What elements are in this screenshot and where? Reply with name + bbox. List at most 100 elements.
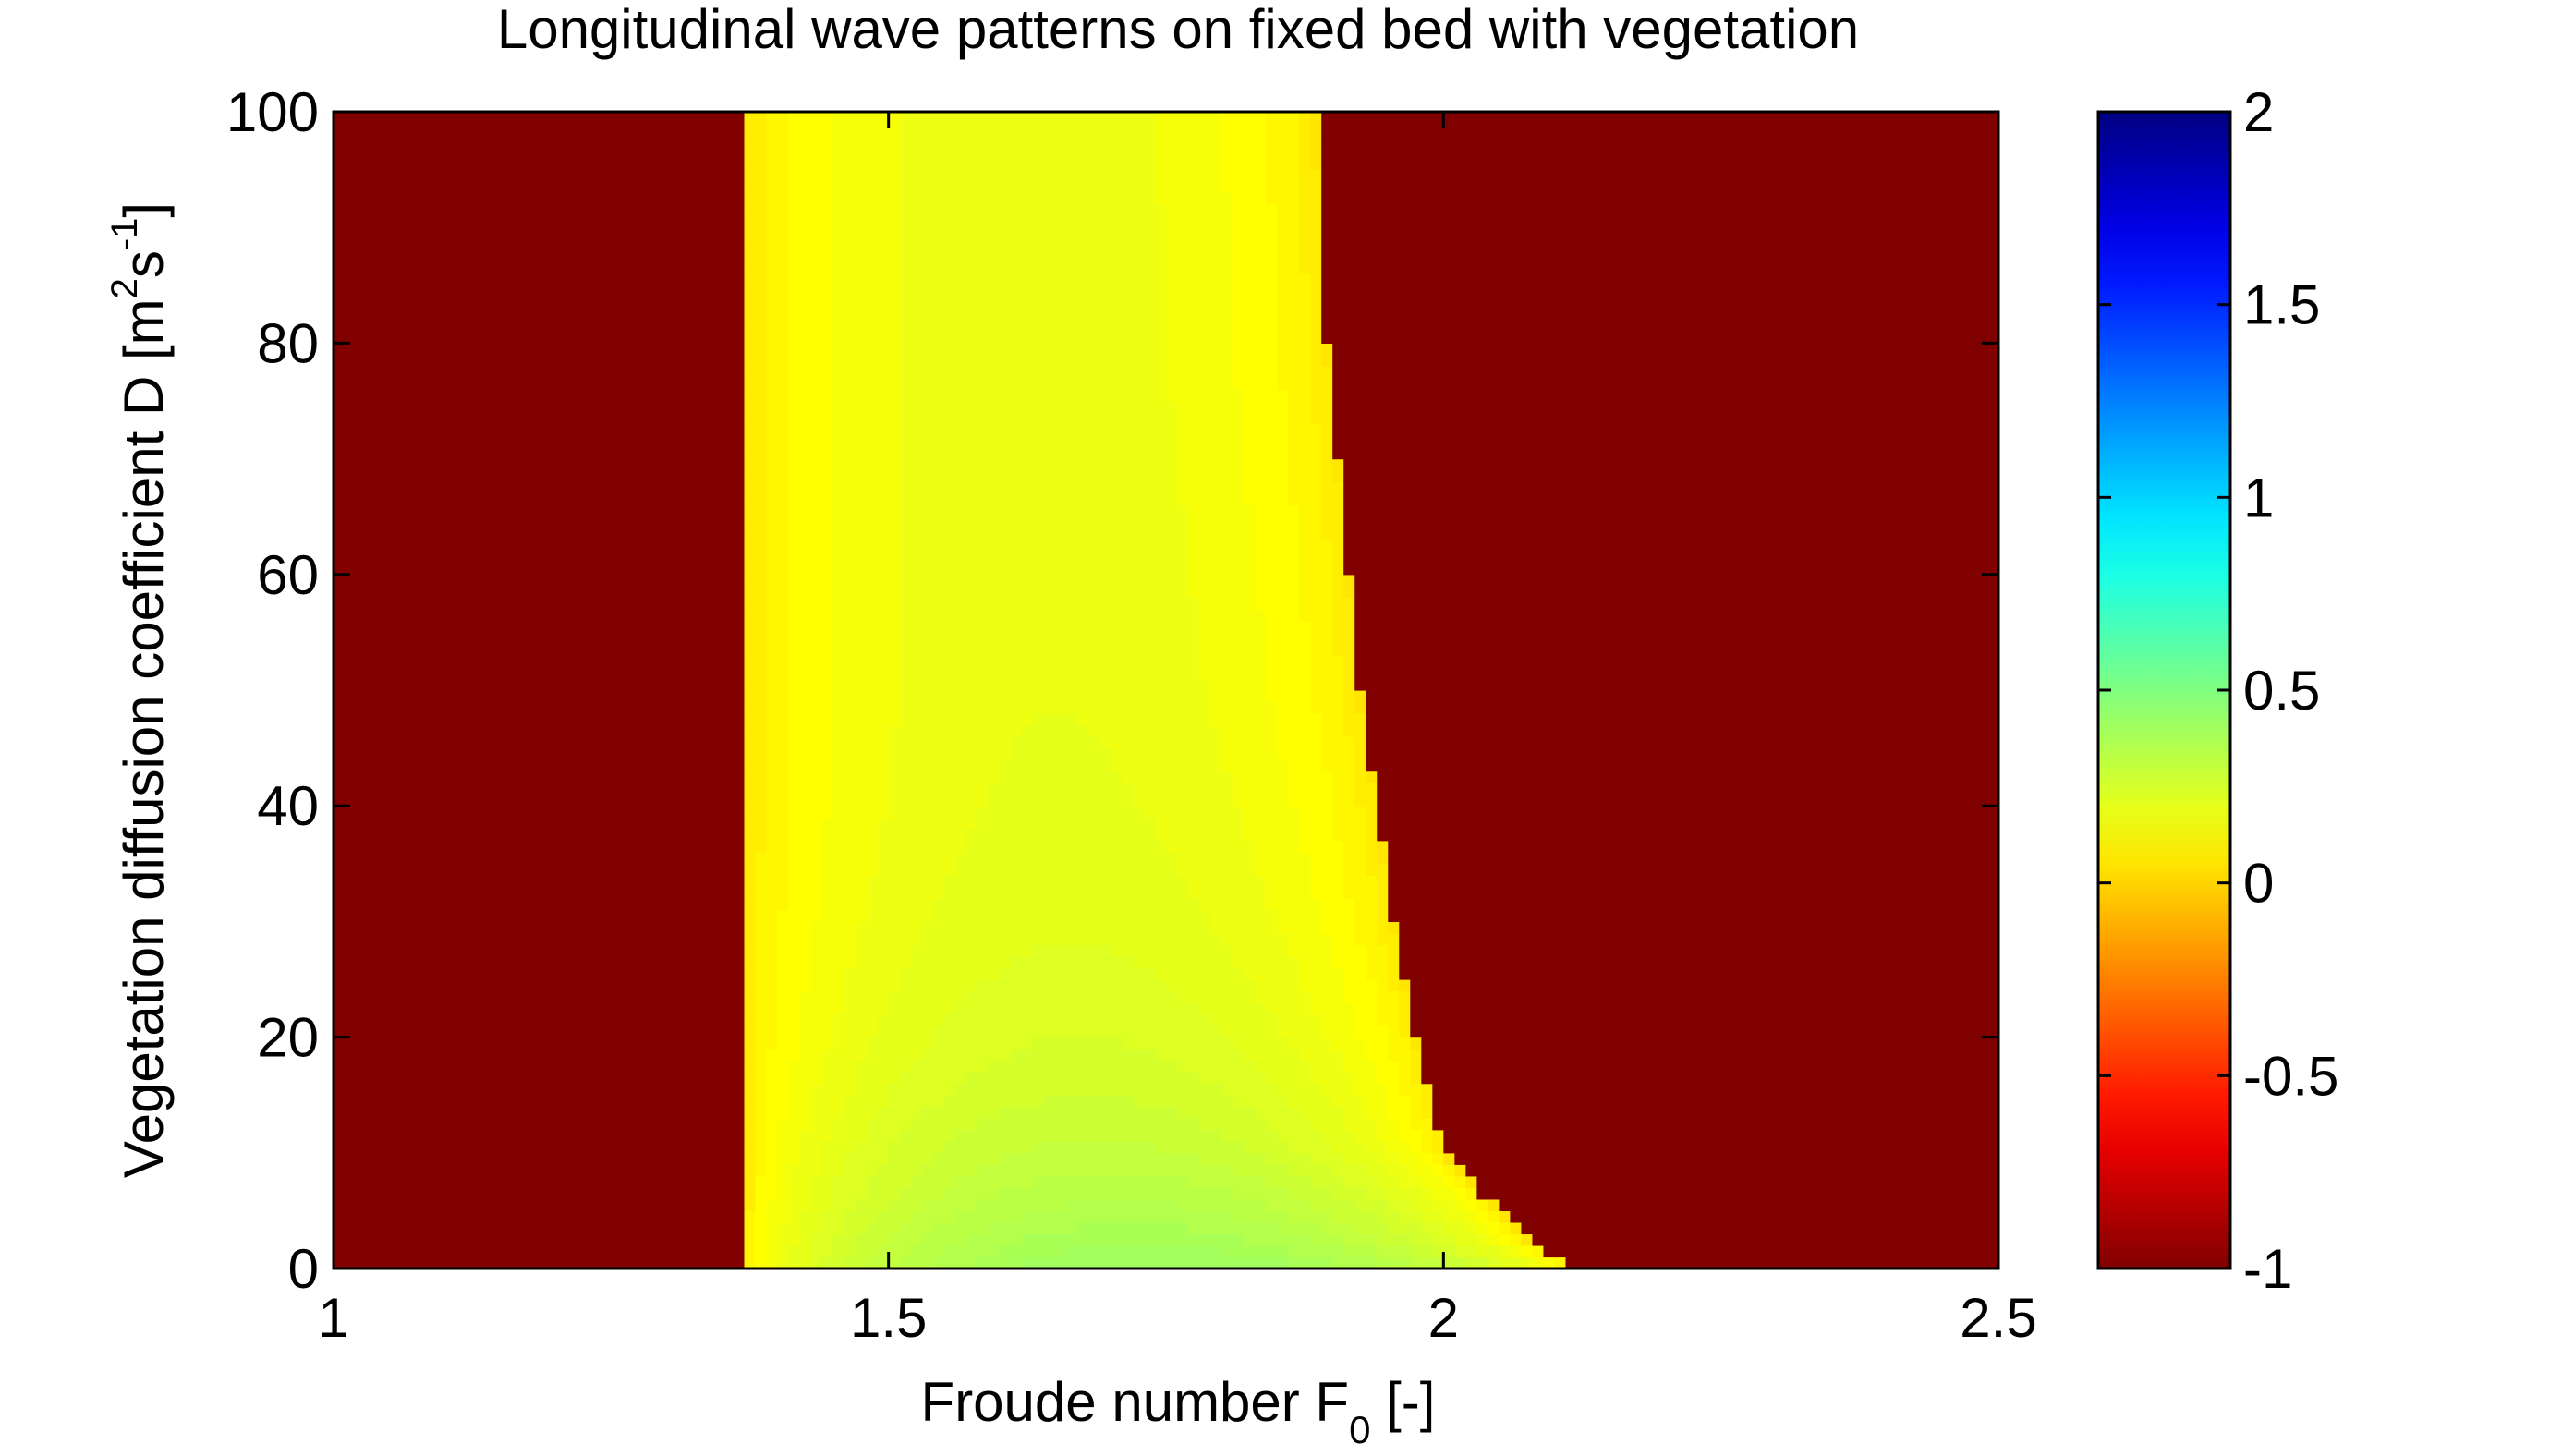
heatmap-cell bbox=[1321, 759, 1355, 772]
heatmap-cell bbox=[1354, 921, 1378, 934]
heatmap-cell bbox=[334, 1013, 746, 1026]
heatmap-cell bbox=[334, 852, 746, 865]
heatmap-cell bbox=[1465, 1221, 1477, 1235]
heatmap-cell bbox=[1388, 1164, 1411, 1177]
heatmap-cell bbox=[1277, 736, 1322, 749]
heatmap-cell bbox=[755, 932, 779, 946]
heatmap-cell bbox=[1288, 401, 1311, 414]
heatmap-cell bbox=[766, 366, 790, 379]
heatmap-cell bbox=[755, 1049, 768, 1062]
heatmap-cell bbox=[334, 1072, 746, 1085]
heatmap-cell bbox=[1343, 493, 1999, 506]
heatmap-cell bbox=[1277, 1025, 1322, 1038]
heatmap-cell bbox=[766, 1221, 779, 1235]
heatmap-cell bbox=[1443, 1210, 1466, 1223]
heatmap-cell bbox=[766, 829, 790, 842]
heatmap-cell bbox=[744, 412, 768, 425]
heatmap-cell bbox=[766, 227, 790, 240]
heatmap-cell bbox=[777, 1233, 801, 1246]
heatmap-cell bbox=[988, 783, 1134, 795]
heatmap-cell bbox=[1388, 1037, 1411, 1050]
heatmap-cell bbox=[1366, 1095, 1389, 1108]
heatmap-cell bbox=[1154, 181, 1222, 194]
y-tick-label: 60 bbox=[257, 544, 319, 606]
heatmap-cell bbox=[766, 747, 790, 760]
heatmap-cell bbox=[1188, 875, 1267, 888]
heatmap-cell bbox=[899, 979, 978, 992]
heatmap-cell bbox=[821, 817, 879, 830]
heatmap-cell bbox=[1177, 470, 1245, 483]
heatmap-cell bbox=[744, 481, 768, 494]
heatmap-cell bbox=[788, 1256, 812, 1269]
heatmap-cell bbox=[810, 1187, 834, 1200]
heatmap-cell bbox=[1232, 320, 1278, 333]
heatmap-cell bbox=[1332, 783, 1355, 795]
heatmap-cell bbox=[334, 1095, 746, 1108]
heatmap-cell bbox=[888, 1198, 923, 1211]
heatmap-cell bbox=[1332, 955, 1366, 969]
heatmap-cell bbox=[877, 1210, 912, 1223]
heatmap-cell bbox=[821, 1210, 845, 1223]
heatmap-cell bbox=[855, 1198, 890, 1211]
heatmap-cell bbox=[1166, 238, 1233, 251]
heatmap-cell bbox=[334, 493, 746, 506]
heatmap-cell bbox=[744, 979, 757, 992]
heatmap-cell bbox=[1354, 1198, 1389, 1211]
heatmap-cell bbox=[1332, 944, 1366, 957]
heatmap-cell bbox=[799, 1141, 823, 1154]
heatmap-cell bbox=[888, 806, 978, 819]
heatmap-cell bbox=[1388, 909, 1999, 922]
heatmap-cell bbox=[1110, 944, 1233, 957]
heatmap-cell bbox=[1399, 932, 1999, 946]
heatmap-cell bbox=[744, 261, 768, 274]
heatmap-cell bbox=[766, 678, 790, 691]
heatmap-cell bbox=[899, 215, 1167, 228]
heatmap-cell bbox=[1232, 1037, 1289, 1050]
heatmap-cell bbox=[1321, 158, 1999, 171]
heatmap-cell bbox=[788, 331, 834, 344]
heatmap-cell bbox=[977, 1198, 1067, 1211]
heatmap-cell bbox=[1166, 320, 1233, 333]
heatmap-cell bbox=[788, 643, 834, 657]
heatmap-cell bbox=[1310, 377, 1333, 391]
heatmap-cell bbox=[1154, 192, 1233, 205]
heatmap-cell bbox=[766, 1256, 779, 1269]
heatmap-cell bbox=[1132, 955, 1233, 969]
heatmap-cell bbox=[899, 493, 1178, 506]
heatmap-cell bbox=[744, 493, 768, 506]
heatmap-cell bbox=[866, 909, 934, 922]
heatmap-cell bbox=[1188, 540, 1256, 552]
heatmap-cell bbox=[1266, 146, 1300, 159]
heatmap-cell bbox=[943, 875, 1189, 888]
heatmap-cell bbox=[1244, 967, 1300, 980]
heatmap-cell bbox=[1288, 389, 1311, 402]
heatmap-cell bbox=[1177, 412, 1245, 425]
heatmap-cell bbox=[899, 655, 1200, 668]
y-tick-label: 20 bbox=[257, 1007, 319, 1069]
heatmap-cell bbox=[1410, 1025, 1999, 1038]
heatmap-cell bbox=[943, 1095, 1045, 1108]
heatmap-cell bbox=[999, 1244, 1067, 1258]
heatmap-cell bbox=[1388, 1083, 1400, 1096]
heatmap-cell bbox=[866, 1256, 901, 1269]
heatmap-cell bbox=[954, 1083, 1222, 1096]
heatmap-cell bbox=[1199, 632, 1267, 645]
heatmap-cell bbox=[334, 724, 746, 737]
heatmap-cell bbox=[334, 586, 746, 599]
heatmap-cell bbox=[821, 1141, 856, 1154]
heatmap-cell bbox=[899, 435, 1178, 448]
heatmap-cell bbox=[888, 1083, 956, 1096]
heatmap-cell bbox=[832, 354, 901, 368]
heatmap-cell bbox=[1410, 1198, 1433, 1211]
heatmap-cell bbox=[755, 1175, 779, 1188]
heatmap-cell bbox=[1188, 551, 1256, 564]
heatmap-cell bbox=[1366, 713, 1999, 726]
heatmap-cell bbox=[1321, 898, 1355, 911]
heatmap-cell bbox=[1321, 1025, 1355, 1038]
heatmap-cell bbox=[866, 1118, 912, 1131]
heatmap-cell bbox=[1288, 470, 1322, 483]
heatmap-cell bbox=[1132, 1095, 1233, 1108]
heatmap-cell bbox=[1343, 840, 1366, 853]
heatmap-cell bbox=[1221, 1025, 1278, 1038]
